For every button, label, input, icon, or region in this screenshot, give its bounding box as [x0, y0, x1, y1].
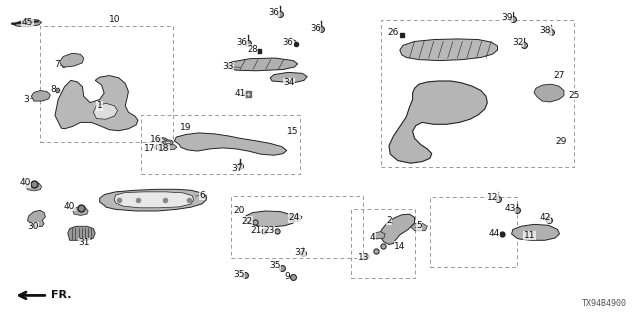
- Circle shape: [163, 140, 173, 145]
- Text: 28: 28: [247, 44, 258, 54]
- Bar: [230, 196, 364, 258]
- Text: 36: 36: [269, 8, 280, 17]
- Text: 29: 29: [556, 137, 567, 146]
- Polygon shape: [31, 91, 51, 101]
- Polygon shape: [100, 189, 206, 211]
- Text: 38: 38: [540, 27, 551, 36]
- Text: 19: 19: [180, 123, 191, 132]
- Text: 24: 24: [289, 213, 300, 222]
- Text: 15: 15: [287, 127, 299, 136]
- Text: 20: 20: [234, 205, 245, 214]
- Text: 35: 35: [233, 270, 244, 279]
- Polygon shape: [389, 81, 487, 163]
- Polygon shape: [400, 39, 497, 60]
- Polygon shape: [93, 103, 118, 119]
- Text: 42: 42: [539, 213, 550, 222]
- Text: 5: 5: [416, 221, 422, 230]
- Text: 3: 3: [24, 95, 29, 104]
- Text: 10: 10: [109, 15, 120, 24]
- Polygon shape: [380, 214, 415, 244]
- Text: 36: 36: [283, 38, 294, 47]
- Text: 39: 39: [501, 13, 513, 22]
- Polygon shape: [68, 226, 95, 240]
- Bar: [40, 26, 173, 142]
- Circle shape: [166, 141, 171, 144]
- Polygon shape: [166, 145, 177, 149]
- Polygon shape: [174, 133, 287, 155]
- Text: 40: 40: [64, 202, 76, 211]
- Text: 41: 41: [234, 89, 246, 98]
- Bar: [141, 116, 300, 174]
- Polygon shape: [154, 145, 167, 149]
- Text: 32: 32: [512, 38, 524, 47]
- Text: 22: 22: [241, 217, 252, 226]
- Text: 16: 16: [150, 135, 162, 144]
- Text: 27: 27: [554, 71, 565, 80]
- Text: TX94B4900: TX94B4900: [582, 299, 627, 308]
- Text: 25: 25: [568, 91, 580, 100]
- Polygon shape: [73, 207, 88, 215]
- Polygon shape: [60, 53, 84, 68]
- Polygon shape: [26, 182, 42, 191]
- Text: 13: 13: [358, 253, 369, 262]
- Polygon shape: [28, 210, 45, 227]
- Text: 23: 23: [263, 226, 275, 235]
- Polygon shape: [534, 84, 564, 102]
- Text: 7: 7: [54, 60, 60, 69]
- Text: 33: 33: [222, 62, 234, 71]
- Bar: [351, 209, 415, 278]
- Text: 45: 45: [22, 19, 33, 28]
- Polygon shape: [244, 211, 296, 227]
- Text: 37: 37: [294, 248, 305, 257]
- Text: 17: 17: [144, 144, 156, 153]
- Bar: [430, 197, 516, 268]
- Text: 12: 12: [487, 193, 498, 202]
- Polygon shape: [15, 19, 42, 27]
- Polygon shape: [115, 192, 193, 208]
- Polygon shape: [411, 223, 428, 231]
- Polygon shape: [227, 58, 298, 71]
- Text: 35: 35: [269, 261, 281, 270]
- Text: 31: 31: [78, 238, 90, 247]
- Circle shape: [157, 138, 168, 143]
- Text: 43: 43: [504, 204, 516, 213]
- Polygon shape: [288, 214, 302, 221]
- Polygon shape: [511, 224, 559, 240]
- Text: 37: 37: [231, 164, 243, 173]
- Text: 14: 14: [394, 242, 406, 251]
- Text: 6: 6: [199, 190, 205, 200]
- Polygon shape: [55, 76, 138, 131]
- Polygon shape: [270, 72, 307, 83]
- Text: 8: 8: [50, 85, 56, 94]
- Text: 34: 34: [284, 78, 295, 87]
- Text: 4: 4: [369, 233, 375, 242]
- Text: 18: 18: [158, 144, 170, 153]
- Text: 21: 21: [250, 226, 262, 235]
- Text: 44: 44: [489, 229, 500, 238]
- Text: 2: 2: [386, 216, 392, 225]
- Text: 36: 36: [237, 38, 248, 47]
- Text: 11: 11: [524, 231, 535, 240]
- Text: 1: 1: [97, 101, 102, 110]
- Text: FR.: FR.: [19, 291, 71, 300]
- Circle shape: [160, 139, 165, 141]
- Text: 40: 40: [19, 179, 31, 188]
- Polygon shape: [372, 232, 385, 239]
- Bar: [381, 20, 574, 167]
- Text: 36: 36: [310, 24, 321, 33]
- Text: 9: 9: [284, 272, 290, 281]
- Text: 26: 26: [388, 28, 399, 37]
- Text: 30: 30: [27, 222, 38, 231]
